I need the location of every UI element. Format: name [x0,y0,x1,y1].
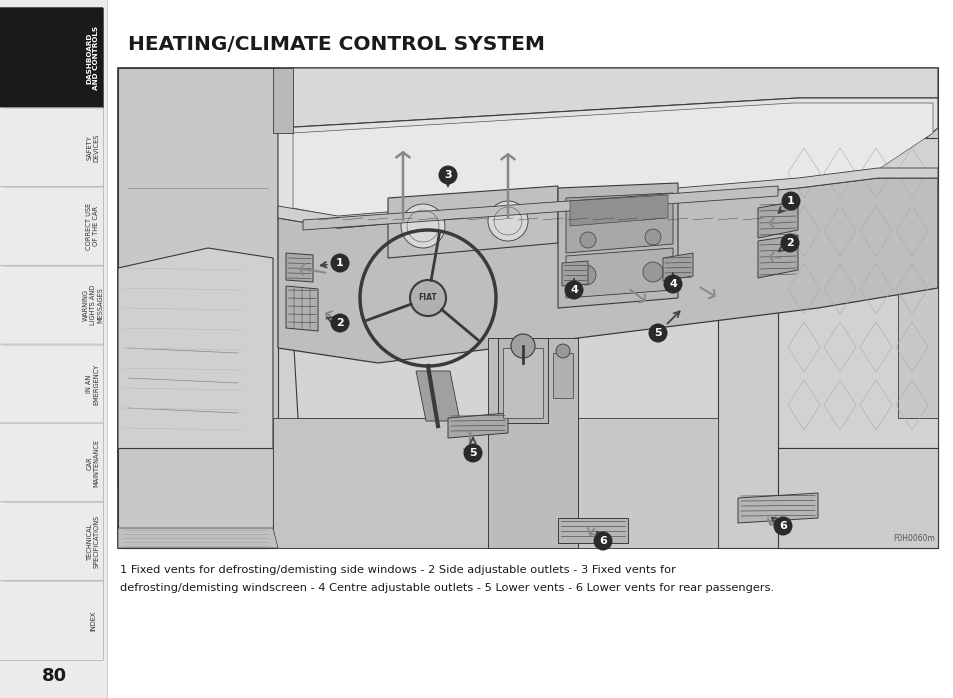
FancyBboxPatch shape [0,423,103,503]
Circle shape [644,229,660,245]
Text: 1: 1 [335,258,343,268]
Circle shape [511,334,535,358]
Polygon shape [561,261,587,286]
Circle shape [400,204,444,248]
Polygon shape [569,195,667,226]
Polygon shape [497,338,547,423]
Text: DASHBOARD
AND CONTROLS: DASHBOARD AND CONTROLS [87,26,99,90]
FancyBboxPatch shape [0,186,103,266]
Text: 6: 6 [598,536,606,546]
Text: TECHNICAL
SPECIFICATIONS: TECHNICAL SPECIFICATIONS [87,515,99,568]
FancyBboxPatch shape [0,8,103,108]
Circle shape [330,313,349,332]
Circle shape [438,165,457,184]
Text: SAFETY
DEVICES: SAFETY DEVICES [87,133,99,162]
Circle shape [556,344,569,358]
Polygon shape [118,248,273,488]
Polygon shape [488,338,578,548]
Text: 80: 80 [41,667,67,685]
Text: 5: 5 [654,328,661,338]
Text: F0H0060m: F0H0060m [892,534,934,543]
Polygon shape [897,188,937,418]
Text: 3: 3 [444,170,452,180]
Polygon shape [286,253,313,282]
Circle shape [579,232,596,248]
Polygon shape [565,193,672,253]
Circle shape [773,517,792,535]
Polygon shape [662,253,692,281]
FancyBboxPatch shape [0,344,103,424]
Circle shape [781,191,800,211]
Circle shape [780,234,799,253]
Polygon shape [303,186,778,230]
Text: HEATING/CLIMATE CONTROL SYSTEM: HEATING/CLIMATE CONTROL SYSTEM [128,34,544,54]
FancyBboxPatch shape [0,265,103,345]
Text: CORRECT USE
OF THE CAR: CORRECT USE OF THE CAR [87,202,99,250]
Text: 4: 4 [570,285,578,295]
FancyBboxPatch shape [0,107,103,187]
Circle shape [463,443,482,463]
Circle shape [648,323,667,343]
Polygon shape [237,418,718,548]
Polygon shape [273,418,497,548]
Polygon shape [565,248,672,298]
Polygon shape [118,68,277,548]
Circle shape [330,253,349,272]
Circle shape [576,265,596,285]
Polygon shape [293,103,932,218]
Text: 2: 2 [785,238,793,248]
Text: 2: 2 [335,318,343,328]
Bar [0,0,107,698]
Text: defrosting/demisting windscreen - 4 Centre adjustable outlets - 5 Lower vents - : defrosting/demisting windscreen - 4 Cent… [120,583,773,593]
Polygon shape [502,348,542,418]
Text: IN AN
EMERGENCY: IN AN EMERGENCY [87,364,99,405]
Text: WARNING
LIGHTS AND
MESSAGES: WARNING LIGHTS AND MESSAGES [83,285,103,325]
Polygon shape [558,518,627,543]
Text: 5: 5 [469,448,476,458]
Bar [118,68,937,548]
Text: FIAT: FIAT [418,293,436,302]
Polygon shape [286,286,317,331]
Polygon shape [277,168,937,228]
Polygon shape [388,186,558,258]
FancyBboxPatch shape [0,581,103,660]
Text: 4: 4 [668,279,677,289]
Text: 1 Fixed vents for defrosting/demisting side windows - 2 Side adjustable outlets : 1 Fixed vents for defrosting/demisting s… [120,565,675,575]
Polygon shape [718,68,937,548]
Polygon shape [778,448,937,548]
Text: INDEX: INDEX [90,610,96,631]
Circle shape [662,274,681,293]
Polygon shape [273,68,293,133]
Circle shape [564,281,583,299]
FancyBboxPatch shape [0,502,103,581]
Circle shape [488,201,527,241]
Polygon shape [118,448,273,548]
Text: 1: 1 [786,196,794,206]
Polygon shape [277,68,937,128]
Polygon shape [758,201,797,238]
Polygon shape [416,371,459,421]
Text: 6: 6 [779,521,786,531]
Polygon shape [118,68,297,548]
Polygon shape [448,413,507,438]
Polygon shape [277,98,937,228]
Polygon shape [118,528,277,548]
Polygon shape [758,235,797,278]
Circle shape [410,280,446,316]
Text: CAR
MAINTENANCE: CAR MAINTENANCE [87,439,99,487]
Polygon shape [277,178,937,363]
Polygon shape [778,138,937,448]
Polygon shape [553,353,573,398]
Polygon shape [738,493,817,523]
Polygon shape [558,183,678,308]
Circle shape [642,262,662,282]
Circle shape [593,531,612,551]
